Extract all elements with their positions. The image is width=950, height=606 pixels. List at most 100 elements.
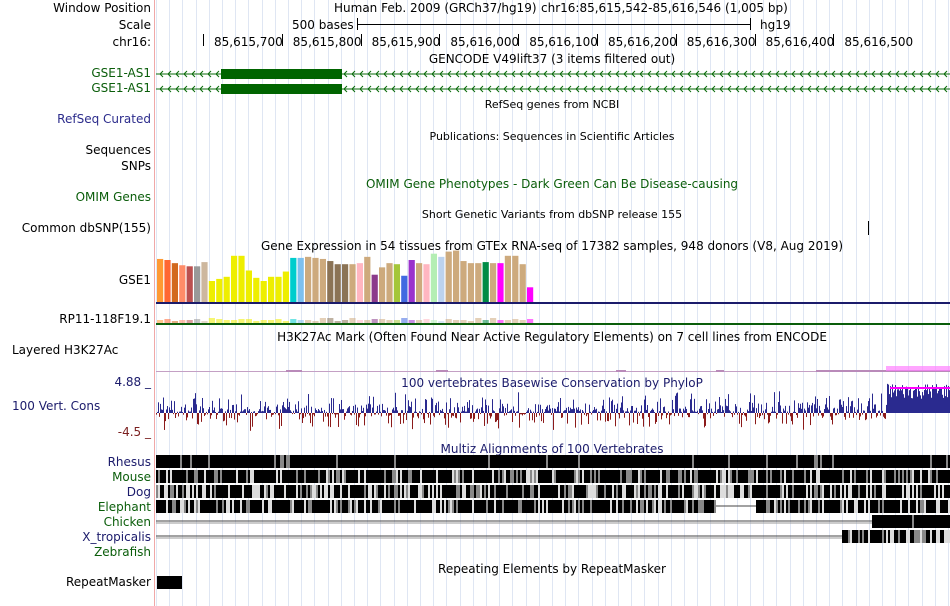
gtex-bar-rp11 — [364, 320, 371, 323]
multiz-cell — [266, 500, 268, 513]
multiz-cell — [410, 500, 412, 513]
multiz-cell — [340, 470, 342, 483]
phylop-bar — [535, 404, 536, 413]
common-dbsnp-label[interactable]: Common dbSNP(155) — [21, 221, 151, 235]
publications-snps-label[interactable]: SNPs — [121, 159, 151, 173]
strand-arrow — [799, 70, 804, 78]
phylop-signal[interactable] — [156, 380, 950, 442]
phylop-bar — [227, 409, 228, 413]
multiz-cell — [616, 485, 618, 498]
multiz-cell — [854, 485, 856, 498]
multiz-species-x-tropicalis[interactable]: X_tropicalis — [82, 530, 151, 544]
phylop-bar — [745, 413, 746, 417]
gtex-gene-label-rp11[interactable]: RP11-118F19.1 — [59, 312, 151, 326]
multiz-cell — [572, 485, 574, 498]
multiz-cell — [190, 500, 192, 513]
multiz-cell — [740, 485, 742, 498]
multiz-cell — [520, 500, 522, 513]
multiz-cell — [356, 455, 358, 468]
strand-arrow — [855, 70, 860, 78]
multiz-cell — [410, 455, 412, 468]
multiz-cell — [564, 455, 566, 468]
gtex-bar-chart[interactable] — [156, 250, 950, 328]
phylop-bar — [439, 413, 440, 416]
multiz-cell — [924, 515, 926, 528]
multiz-cell — [708, 455, 710, 468]
multiz-cell — [424, 455, 426, 468]
gencode-item-label-2[interactable]: GSE1-AS1 — [91, 81, 151, 95]
refseq-curated-label[interactable]: RefSeq Curated — [57, 112, 151, 126]
phylop-bar — [906, 386, 907, 413]
multiz-cell — [512, 485, 514, 498]
multiz-cell — [450, 500, 452, 513]
phylop-bar — [319, 410, 320, 413]
multiz-cell — [832, 500, 834, 513]
multiz-cell — [418, 470, 420, 483]
multiz-cell — [210, 485, 212, 498]
phylop-bar — [763, 410, 764, 413]
multiz-cell — [422, 455, 424, 468]
multiz-cell — [876, 530, 878, 543]
phylop-bar — [885, 413, 886, 419]
multiz-cell — [186, 455, 188, 468]
multiz-cell — [408, 455, 410, 468]
multiz-cell — [844, 470, 846, 483]
multiz-cell — [770, 470, 772, 483]
repeatmasker-element[interactable] — [157, 576, 182, 589]
phylop-bar — [251, 411, 252, 413]
strand-arrow — [831, 85, 836, 93]
strand-arrow — [647, 70, 652, 78]
multiz-cell — [812, 500, 814, 513]
multiz-cell — [376, 470, 378, 483]
gtex-bar — [356, 263, 363, 302]
multiz-species-rhesus[interactable]: Rhesus — [107, 455, 151, 469]
gtex-gene-label-gse1[interactable]: GSE1 — [118, 273, 151, 287]
strand-arrow — [647, 85, 652, 93]
dbsnp-variant-mark[interactable] — [868, 221, 869, 235]
layered-h3k27ac-label[interactable]: Layered H3K27Ac — [12, 343, 119, 357]
phylop-bar — [646, 409, 647, 413]
phylop-bar — [566, 407, 567, 413]
phylop-bar — [456, 413, 457, 419]
phylop-bar — [727, 406, 728, 413]
omim-genes-label[interactable]: OMIM Genes — [75, 190, 151, 204]
publications-sequences-label[interactable]: Sequences — [85, 143, 151, 157]
phylop-track-label[interactable]: 100 Vert. Cons — [12, 399, 101, 413]
multiz-cell — [430, 470, 432, 483]
multiz-species-mouse[interactable]: Mouse — [112, 470, 151, 484]
multiz-cell — [750, 470, 752, 483]
phylop-bar — [890, 386, 891, 413]
multiz-cell — [614, 455, 616, 468]
multiz-alignment[interactable] — [156, 454, 950, 560]
phylop-bar — [724, 413, 725, 417]
multiz-species-zebrafish[interactable]: Zebrafish — [94, 545, 151, 559]
phylop-bar — [409, 406, 410, 413]
phylop-bar — [740, 407, 741, 413]
phylop-bar — [609, 397, 610, 413]
multiz-species-elephant[interactable]: Elephant — [97, 500, 151, 514]
phylop-bar — [582, 409, 583, 413]
multiz-cell — [922, 470, 924, 483]
multiz-cell — [160, 470, 162, 483]
multiz-species-chicken[interactable]: Chicken — [103, 515, 151, 529]
multiz-cell — [604, 500, 606, 513]
multiz-cell — [834, 455, 836, 468]
multiz-cell — [630, 470, 632, 483]
multiz-cell — [306, 500, 308, 513]
phylop-bar — [306, 405, 307, 413]
gencode-track[interactable] — [156, 66, 950, 96]
multiz-cell — [444, 485, 446, 498]
multiz-cell — [502, 500, 504, 513]
phylop-bar — [773, 411, 774, 413]
phylop-bar — [622, 396, 623, 413]
gencode-item-label-1[interactable]: GSE1-AS1 — [91, 66, 151, 80]
phylop-bar — [564, 410, 565, 413]
phylop-bar — [618, 413, 619, 415]
multiz-cell — [674, 485, 676, 498]
repeatmasker-label[interactable]: RepeatMasker — [65, 575, 151, 589]
multiz-cell — [898, 530, 900, 543]
multiz-cell — [726, 470, 728, 483]
multiz-species-dog[interactable]: Dog — [126, 485, 151, 499]
h3k27ac-signal[interactable] — [156, 364, 950, 376]
multiz-cell — [300, 485, 302, 498]
